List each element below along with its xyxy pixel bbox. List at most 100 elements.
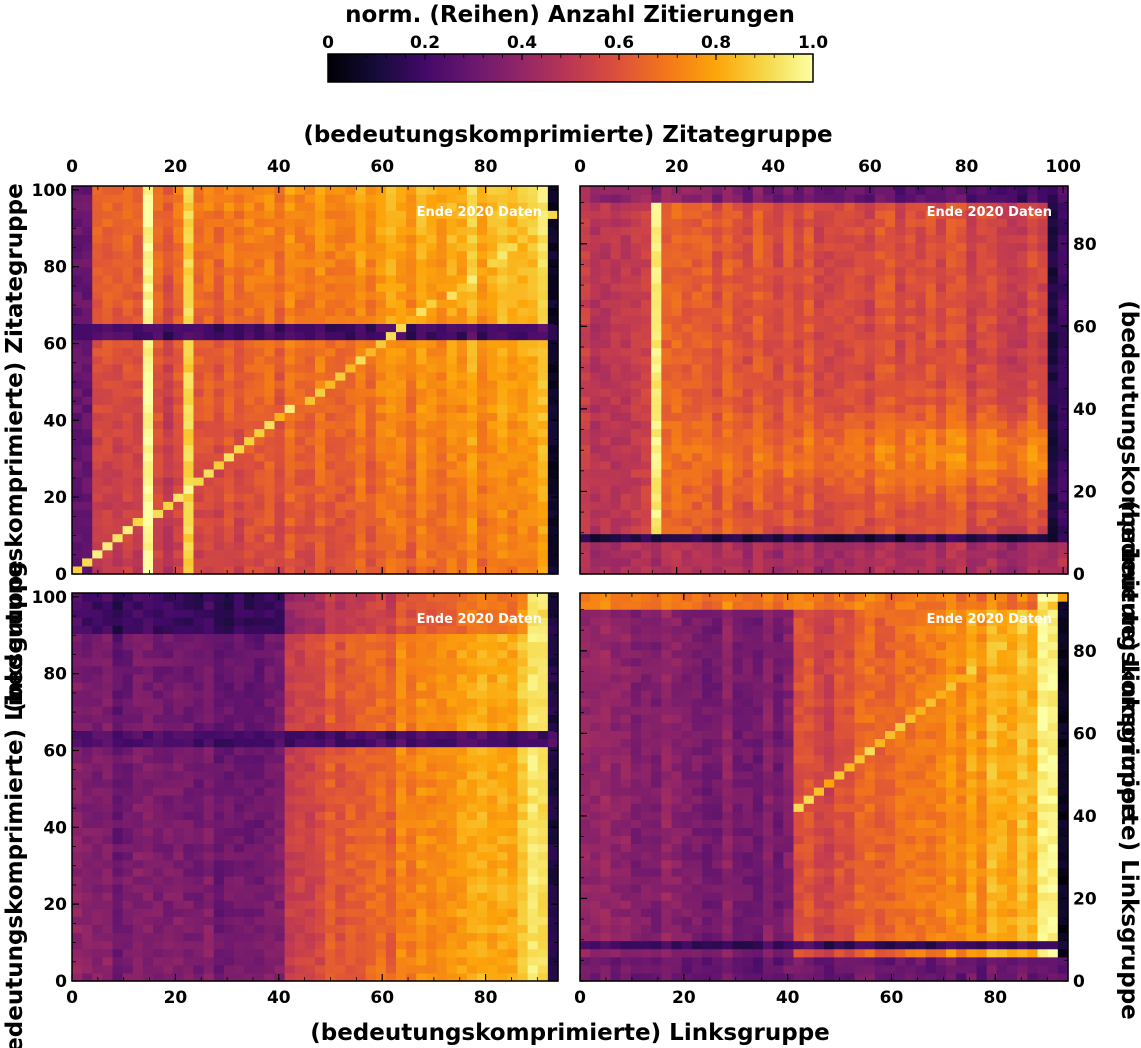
heatmap-cell bbox=[507, 380, 519, 389]
heatmap-cell bbox=[193, 210, 205, 219]
heatmap-cell bbox=[844, 323, 856, 333]
heatmap-cell bbox=[702, 533, 713, 543]
heatmap-cell bbox=[691, 291, 703, 300]
heatmap-cell bbox=[82, 722, 93, 732]
heatmap-cell bbox=[691, 234, 703, 244]
heatmap-cell bbox=[132, 517, 144, 527]
heatmap-cell bbox=[1007, 485, 1018, 494]
heatmap-cell bbox=[712, 509, 723, 519]
heatmap-cell bbox=[925, 323, 937, 333]
heatmap-cell bbox=[163, 509, 174, 519]
heatmap-cell bbox=[763, 242, 774, 252]
heatmap-cell bbox=[732, 363, 744, 373]
heatmap-cell bbox=[590, 436, 601, 446]
heatmap-cell bbox=[600, 436, 612, 446]
heatmap-cell bbox=[1017, 493, 1028, 502]
heatmap-cell bbox=[132, 194, 144, 203]
heatmap-cell bbox=[82, 509, 93, 519]
heatmap-cell bbox=[590, 444, 601, 454]
heatmap-cell bbox=[325, 347, 336, 357]
heatmap-cell bbox=[671, 307, 683, 316]
heatmap-cell bbox=[365, 388, 377, 397]
heatmap-cell bbox=[712, 412, 723, 422]
heatmap-cell bbox=[497, 307, 508, 316]
heatmap-cell bbox=[996, 331, 1008, 341]
heatmap-cell bbox=[895, 549, 906, 559]
heatmap-cell bbox=[507, 250, 519, 260]
heatmap-cell bbox=[1037, 202, 1049, 211]
heatmap-cell bbox=[234, 202, 245, 211]
heatmap-cell bbox=[466, 404, 478, 413]
heatmap-cell bbox=[691, 226, 703, 236]
heatmap-cell bbox=[183, 194, 195, 203]
heatmap-cell bbox=[304, 444, 316, 454]
heatmap-cell bbox=[996, 186, 1008, 195]
heatmap-cell bbox=[844, 533, 856, 543]
heatmap-cell bbox=[905, 396, 917, 405]
heatmap-cell bbox=[773, 517, 784, 527]
heatmap-cell bbox=[335, 323, 346, 333]
heatmap-cell bbox=[651, 436, 662, 446]
heatmap-cell bbox=[426, 307, 438, 316]
heatmap-cell bbox=[304, 283, 316, 292]
heatmap-cell bbox=[976, 493, 988, 502]
heatmap-cell bbox=[375, 186, 387, 195]
heatmap-cell bbox=[436, 444, 448, 454]
heatmap-cell bbox=[203, 339, 215, 349]
heatmap-cell bbox=[254, 525, 265, 535]
heatmap-cell bbox=[996, 404, 1008, 413]
heatmap-cell bbox=[132, 404, 144, 413]
heatmap-cell bbox=[915, 234, 927, 244]
heatmap-cell bbox=[702, 250, 713, 260]
heatmap-cell bbox=[793, 509, 805, 519]
heatmap-cell bbox=[905, 485, 917, 494]
heatmap-cell bbox=[406, 331, 417, 341]
heatmap-cell bbox=[315, 307, 326, 316]
heatmap-cell bbox=[813, 202, 825, 211]
heatmap-cell bbox=[416, 565, 427, 575]
heatmap-cell bbox=[325, 307, 336, 316]
heatmap-cell bbox=[874, 404, 886, 413]
heatmap-cell bbox=[183, 460, 195, 470]
heatmap-cell bbox=[763, 549, 774, 559]
heatmap-cell bbox=[783, 549, 795, 559]
heatmap-cell bbox=[966, 428, 978, 438]
heatmap-cell bbox=[132, 501, 144, 510]
heatmap-cell bbox=[294, 549, 306, 559]
heatmap-cell bbox=[72, 315, 83, 325]
heatmap-cell bbox=[102, 242, 114, 252]
heatmap-cell bbox=[102, 549, 114, 559]
heatmap-cell bbox=[325, 525, 336, 535]
heatmap-cell bbox=[92, 525, 103, 535]
heatmap-cell bbox=[223, 210, 235, 219]
heatmap-cell bbox=[304, 436, 316, 446]
heatmap-cell bbox=[1047, 396, 1059, 405]
heatmap-cell bbox=[396, 501, 407, 510]
heatmap-cell bbox=[132, 283, 144, 292]
heatmap-cell bbox=[507, 468, 519, 478]
heatmap-cell bbox=[783, 388, 795, 397]
heatmap-cell bbox=[1017, 557, 1028, 567]
heatmap-cell bbox=[783, 186, 795, 195]
heatmap-cell bbox=[671, 250, 683, 260]
heatmap-cell bbox=[365, 436, 377, 446]
heatmap-cell bbox=[315, 468, 326, 478]
heatmap-cell bbox=[193, 299, 205, 308]
heatmap-cell bbox=[92, 541, 103, 551]
heatmap-cell bbox=[213, 315, 225, 325]
heatmap-cell bbox=[315, 210, 326, 219]
y-tick-label: 80 bbox=[43, 258, 67, 278]
heatmap-cell bbox=[935, 533, 947, 543]
heatmap-cell bbox=[996, 428, 1008, 438]
heatmap-cell bbox=[996, 218, 1008, 228]
heatmap-cell bbox=[681, 485, 693, 494]
heatmap-cell bbox=[661, 258, 673, 268]
heatmap-cell bbox=[92, 210, 103, 219]
heatmap-cell bbox=[436, 420, 448, 430]
heatmap-cell bbox=[752, 363, 764, 373]
heatmap-cell bbox=[905, 501, 917, 510]
heatmap-cell bbox=[793, 210, 805, 219]
heatmap-cell bbox=[803, 315, 815, 325]
heatmap-cell bbox=[1047, 557, 1059, 567]
heatmap-cell bbox=[416, 460, 427, 470]
